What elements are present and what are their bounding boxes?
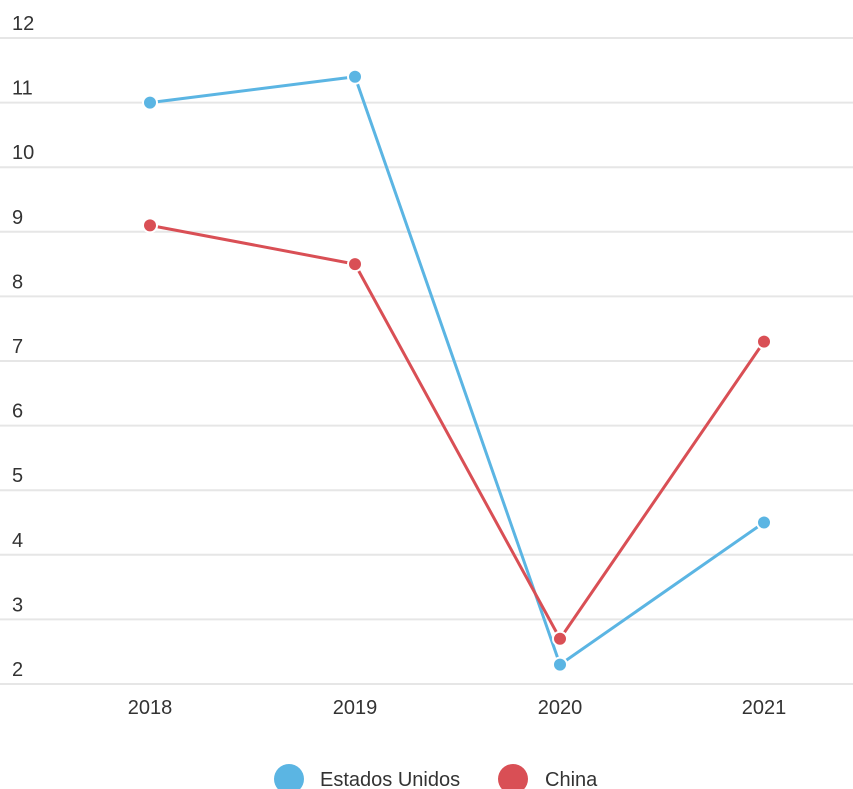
data-point bbox=[142, 94, 158, 111]
y-axis-ticks: 2 3 4 5 6 7 8 9 10 11 12 bbox=[12, 13, 34, 681]
y-tick-label: 9 bbox=[12, 207, 23, 229]
y-tick-label: 6 bbox=[12, 401, 23, 423]
y-tick-label: 10 bbox=[12, 142, 34, 164]
y-tick-label: 8 bbox=[12, 271, 23, 293]
x-tick-label: 2018 bbox=[128, 697, 173, 719]
legend-label: China bbox=[545, 769, 598, 789]
x-tick-label: 2020 bbox=[538, 697, 583, 719]
data-point bbox=[756, 333, 772, 350]
legend-label: Estados Unidos bbox=[320, 769, 460, 789]
y-tick-label: 7 bbox=[12, 336, 23, 358]
series-line bbox=[149, 223, 766, 641]
x-axis-ticks: 2018 2019 2020 2021 bbox=[128, 697, 787, 719]
data-point bbox=[552, 656, 568, 673]
legend: Estados Unidos China bbox=[274, 764, 598, 789]
data-point bbox=[756, 514, 772, 531]
y-tick-label: 4 bbox=[12, 530, 23, 552]
x-tick-label: 2021 bbox=[742, 697, 787, 719]
y-tick-label: 5 bbox=[12, 465, 23, 487]
legend-marker bbox=[274, 764, 304, 789]
data-points bbox=[142, 68, 772, 673]
data-point bbox=[347, 68, 363, 85]
series-line bbox=[149, 75, 765, 667]
y-tick-label: 3 bbox=[12, 594, 23, 616]
gridlines bbox=[0, 37, 853, 685]
data-point bbox=[142, 217, 158, 234]
y-tick-label: 11 bbox=[12, 78, 33, 100]
series-lines bbox=[149, 75, 766, 667]
y-tick-label: 12 bbox=[12, 13, 34, 35]
data-point bbox=[347, 256, 363, 273]
x-tick-label: 2019 bbox=[333, 697, 378, 719]
y-tick-label: 2 bbox=[12, 659, 23, 681]
data-point bbox=[552, 630, 568, 647]
legend-marker bbox=[498, 764, 528, 789]
